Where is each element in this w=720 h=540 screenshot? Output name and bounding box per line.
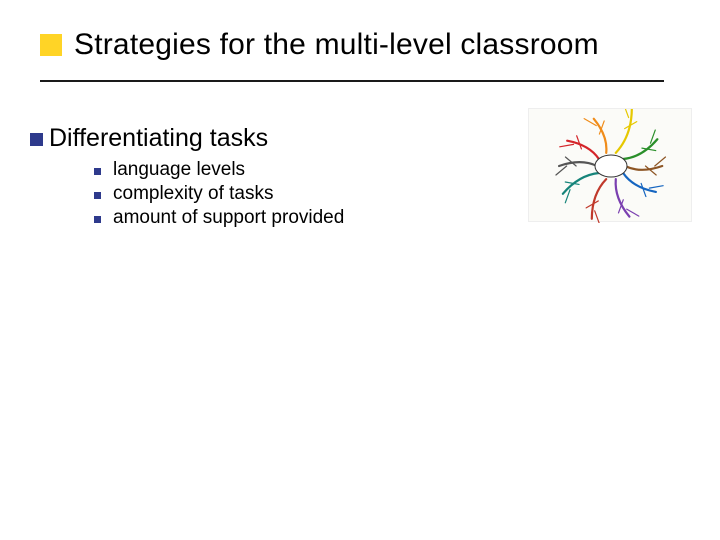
mindmap-branch [623, 139, 657, 159]
mindmap-branch [563, 173, 599, 194]
mindmap-branch [616, 109, 632, 153]
mindmap-twig [595, 211, 600, 223]
bullet-level2-text: complexity of tasks [113, 183, 274, 205]
square-bullet-icon [94, 192, 101, 199]
mindmap-twig [560, 144, 574, 146]
mindmap-twig [649, 186, 663, 188]
bullet-level2-text: language levels [113, 159, 245, 181]
mindmap-twig [556, 166, 567, 175]
mindmap-svg [529, 109, 693, 223]
square-bullet-icon [30, 133, 43, 146]
square-bullet-icon [94, 168, 101, 175]
mindmap-branch [594, 119, 607, 153]
mindmap-twig [655, 157, 666, 166]
slide: Strategies for the multi-level classroom… [0, 0, 720, 540]
slide-title: Strategies for the multi-level classroom [40, 28, 720, 62]
mindmap-branch [559, 162, 597, 166]
mindmap-center [595, 155, 627, 177]
mindmap-branch [616, 179, 630, 216]
mindmap-branch [623, 173, 656, 192]
title-accent-square [40, 34, 62, 56]
title-underline [40, 80, 664, 82]
bullet-level1-text: Differentiating tasks [49, 124, 268, 153]
title-block: Strategies for the multi-level classroom [40, 28, 720, 62]
bullet-level2-text: amount of support provided [113, 207, 344, 229]
mindmap-branch [567, 141, 599, 159]
mindmap-twig [624, 109, 629, 118]
mindmap-image [528, 108, 692, 222]
mindmap-branch [592, 179, 606, 219]
square-bullet-icon [94, 216, 101, 223]
mindmap-branch [625, 166, 662, 170]
